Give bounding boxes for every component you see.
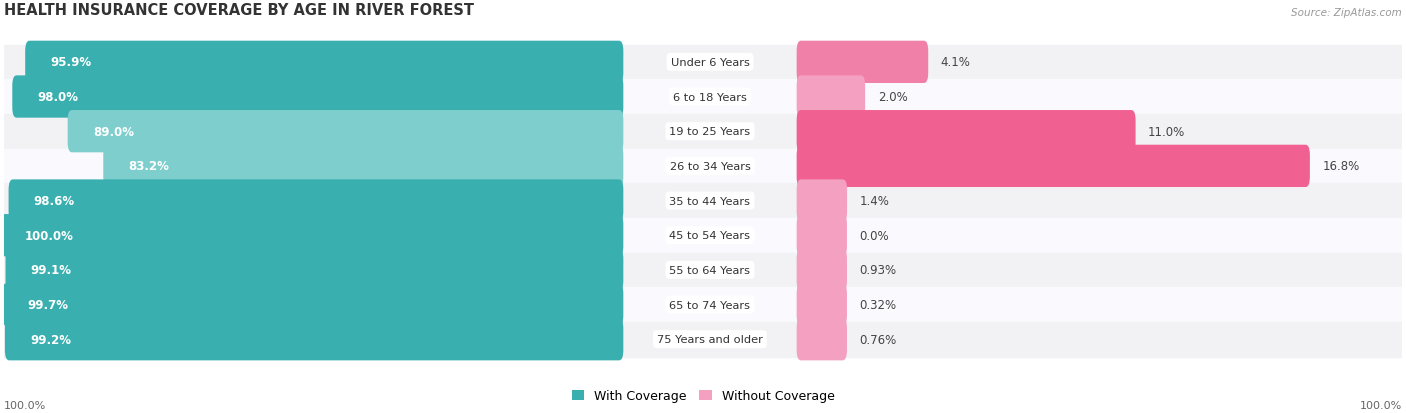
Text: 19 to 25 Years: 19 to 25 Years — [669, 127, 751, 137]
Text: Source: ZipAtlas.com: Source: ZipAtlas.com — [1291, 8, 1402, 19]
Text: 0.0%: 0.0% — [859, 229, 889, 242]
FancyBboxPatch shape — [797, 76, 865, 119]
Text: 98.6%: 98.6% — [34, 195, 75, 207]
Text: 6 to 18 Years: 6 to 18 Years — [673, 92, 747, 102]
Text: 98.0%: 98.0% — [38, 91, 79, 104]
Text: 100.0%: 100.0% — [4, 400, 46, 410]
Text: 11.0%: 11.0% — [1149, 126, 1185, 138]
Legend: With Coverage, Without Coverage: With Coverage, Without Coverage — [567, 385, 839, 407]
FancyBboxPatch shape — [67, 111, 623, 153]
Text: 45 to 54 Years: 45 to 54 Years — [669, 230, 751, 241]
Bar — [4, 80, 1402, 114]
FancyBboxPatch shape — [797, 284, 846, 326]
Text: 4.1%: 4.1% — [941, 56, 970, 69]
FancyBboxPatch shape — [8, 180, 623, 222]
Bar — [4, 149, 1402, 184]
Text: 100.0%: 100.0% — [1360, 400, 1402, 410]
Text: 75 Years and older: 75 Years and older — [657, 335, 763, 344]
Text: 83.2%: 83.2% — [128, 160, 169, 173]
Bar — [4, 287, 1402, 322]
FancyBboxPatch shape — [797, 42, 928, 84]
Bar — [4, 322, 1402, 357]
Text: 99.7%: 99.7% — [27, 298, 67, 311]
FancyBboxPatch shape — [0, 214, 623, 257]
Bar — [4, 45, 1402, 80]
FancyBboxPatch shape — [797, 214, 846, 257]
FancyBboxPatch shape — [1, 284, 623, 326]
FancyBboxPatch shape — [797, 249, 846, 291]
Text: 0.76%: 0.76% — [859, 333, 897, 346]
Text: 99.1%: 99.1% — [31, 264, 72, 277]
FancyBboxPatch shape — [103, 145, 623, 188]
Text: 95.9%: 95.9% — [51, 56, 91, 69]
Bar — [4, 253, 1402, 287]
Text: 1.4%: 1.4% — [859, 195, 890, 207]
Bar — [4, 114, 1402, 149]
Text: 65 to 74 Years: 65 to 74 Years — [669, 300, 751, 310]
Text: 55 to 64 Years: 55 to 64 Years — [669, 265, 751, 275]
Text: 26 to 34 Years: 26 to 34 Years — [669, 161, 751, 171]
Bar — [4, 218, 1402, 253]
Text: 16.8%: 16.8% — [1323, 160, 1360, 173]
FancyBboxPatch shape — [797, 145, 1310, 188]
Text: 2.0%: 2.0% — [877, 91, 907, 104]
Text: 99.2%: 99.2% — [30, 333, 72, 346]
FancyBboxPatch shape — [797, 180, 846, 222]
Text: 0.32%: 0.32% — [859, 298, 897, 311]
Text: HEALTH INSURANCE COVERAGE BY AGE IN RIVER FOREST: HEALTH INSURANCE COVERAGE BY AGE IN RIVE… — [4, 3, 474, 19]
Text: Under 6 Years: Under 6 Years — [671, 58, 749, 68]
FancyBboxPatch shape — [6, 249, 623, 291]
Text: 89.0%: 89.0% — [93, 126, 134, 138]
FancyBboxPatch shape — [13, 76, 623, 119]
Text: 35 to 44 Years: 35 to 44 Years — [669, 196, 751, 206]
Bar — [4, 184, 1402, 218]
Text: 100.0%: 100.0% — [25, 229, 75, 242]
FancyBboxPatch shape — [797, 318, 846, 361]
FancyBboxPatch shape — [4, 318, 623, 361]
FancyBboxPatch shape — [797, 111, 1136, 153]
FancyBboxPatch shape — [25, 42, 623, 84]
Text: 0.93%: 0.93% — [859, 264, 897, 277]
